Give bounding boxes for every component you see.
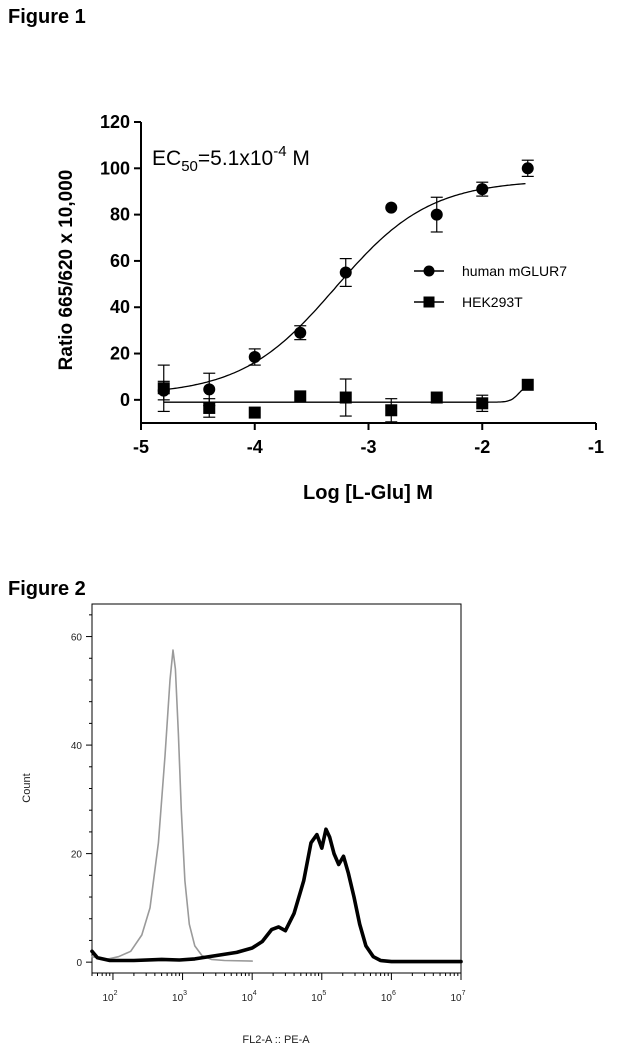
x-tick-base: 10 xyxy=(311,993,323,1004)
data-point-hek293t xyxy=(339,391,352,404)
data-point-human-mglur7 xyxy=(339,266,352,279)
x-tick-label: -3 xyxy=(360,437,376,457)
figure-2-y-tick-labels: 60 40 20 0 xyxy=(71,633,83,970)
x-tick-label: -1 xyxy=(588,437,604,457)
data-point-hek293t xyxy=(476,397,489,410)
y-tick-label: 100 xyxy=(100,158,130,178)
x-tick-label: 106 xyxy=(381,990,396,1004)
figure-1-heading: Figure 1 xyxy=(8,6,86,28)
figure-1-x-tick-labels: -5 -4 -3 -2 -1 xyxy=(133,437,604,457)
x-tick-exponent: 7 xyxy=(462,990,466,997)
x-tick-base: 10 xyxy=(450,993,462,1004)
data-point-human-mglur7 xyxy=(294,326,307,339)
x-tick-exponent: 4 xyxy=(253,990,257,997)
figure-1-legend: human mGLUR7 HEK293T xyxy=(414,263,567,310)
x-tick-base: 10 xyxy=(381,993,393,1004)
x-tick-exponent: 6 xyxy=(392,990,396,997)
data-point-hek293t xyxy=(294,390,307,403)
x-tick-exponent: 2 xyxy=(114,990,118,997)
x-tick-label: 102 xyxy=(102,990,117,1004)
ec50-mid: =5.1x10 xyxy=(198,147,273,170)
x-tick-exponent: 5 xyxy=(322,990,326,997)
figure-1-y-tick-labels: 120 100 80 60 40 20 0 xyxy=(100,112,130,410)
data-point-human-mglur7 xyxy=(476,183,489,196)
data-point-human-mglur7 xyxy=(430,208,443,221)
y-tick-label: 0 xyxy=(76,958,82,969)
x-tick-label: 104 xyxy=(242,990,257,1004)
ec50-suffix: M xyxy=(287,147,310,170)
x-tick-label: 107 xyxy=(450,990,465,1004)
data-point-human-mglur7 xyxy=(385,201,398,214)
y-tick-label: 60 xyxy=(110,251,130,271)
legend-marker-circle xyxy=(423,265,435,277)
ec50-subscript: 50 xyxy=(181,158,198,175)
y-tick-label: 20 xyxy=(71,850,83,861)
x-tick-label: 103 xyxy=(172,990,187,1004)
legend-marker-square xyxy=(423,296,435,308)
x-tick-exponent: 3 xyxy=(183,990,187,997)
x-tick-base: 10 xyxy=(102,993,114,1004)
y-tick-label: 60 xyxy=(71,633,83,644)
x-tick-label: -5 xyxy=(133,437,149,457)
data-point-hek293t xyxy=(521,378,534,391)
histogram-control xyxy=(91,649,253,962)
legend-label-human-mglur7: human mGLUR7 xyxy=(462,263,567,279)
figure-2-x-tick-labels: 102 103 104 105 106 107 xyxy=(102,990,465,1004)
x-tick-label: -4 xyxy=(247,437,263,457)
figure-2-histograms xyxy=(90,649,463,964)
y-tick-label: 0 xyxy=(120,390,130,410)
x-tick-base: 10 xyxy=(242,993,254,1004)
y-tick-label: 40 xyxy=(110,297,130,317)
x-tick-base: 10 xyxy=(172,993,184,1004)
data-point-human-mglur7 xyxy=(248,351,261,364)
data-point-hek293t xyxy=(385,404,398,417)
figure-2-y-axis-label: Count xyxy=(21,773,33,802)
figure-1-x-axis-label: Log [L-Glu] M xyxy=(303,482,433,504)
figure-1-y-axis-label: Ratio 665/620 x 10,000 xyxy=(56,170,77,371)
y-tick-label: 20 xyxy=(110,344,130,364)
figure-1-data-points xyxy=(157,162,534,419)
x-tick-label: -2 xyxy=(474,437,490,457)
figure-2-heading: Figure 2 xyxy=(8,578,86,600)
histogram-stained xyxy=(90,827,463,964)
data-point-hek293t xyxy=(203,401,216,414)
figure-2-x-axis-label: FL2-A :: PE-A xyxy=(242,1034,310,1046)
data-point-hek293t xyxy=(430,391,443,404)
figure-2-ticks xyxy=(86,614,462,980)
data-point-hek293t xyxy=(248,406,261,419)
y-tick-label: 120 xyxy=(100,112,130,132)
ec50-superscript: -4 xyxy=(273,143,286,160)
data-point-human-mglur7 xyxy=(203,383,216,396)
ec50-prefix: EC xyxy=(152,147,181,170)
data-point-human-mglur7 xyxy=(521,162,534,175)
x-tick-label: 105 xyxy=(311,990,326,1004)
figure-1-axes xyxy=(134,121,597,430)
data-point-hek293t xyxy=(157,382,170,395)
y-tick-label: 40 xyxy=(71,741,83,752)
figure-1-chart: 120 100 80 60 40 20 0 -5 -4 -3 -2 -1 Ratio 665/620… xyxy=(56,112,604,504)
ec50-annotation: EC50=5.1x10-4 M xyxy=(152,143,310,175)
legend-label-hek293t: HEK293T xyxy=(462,294,523,310)
y-tick-label: 80 xyxy=(110,205,130,225)
